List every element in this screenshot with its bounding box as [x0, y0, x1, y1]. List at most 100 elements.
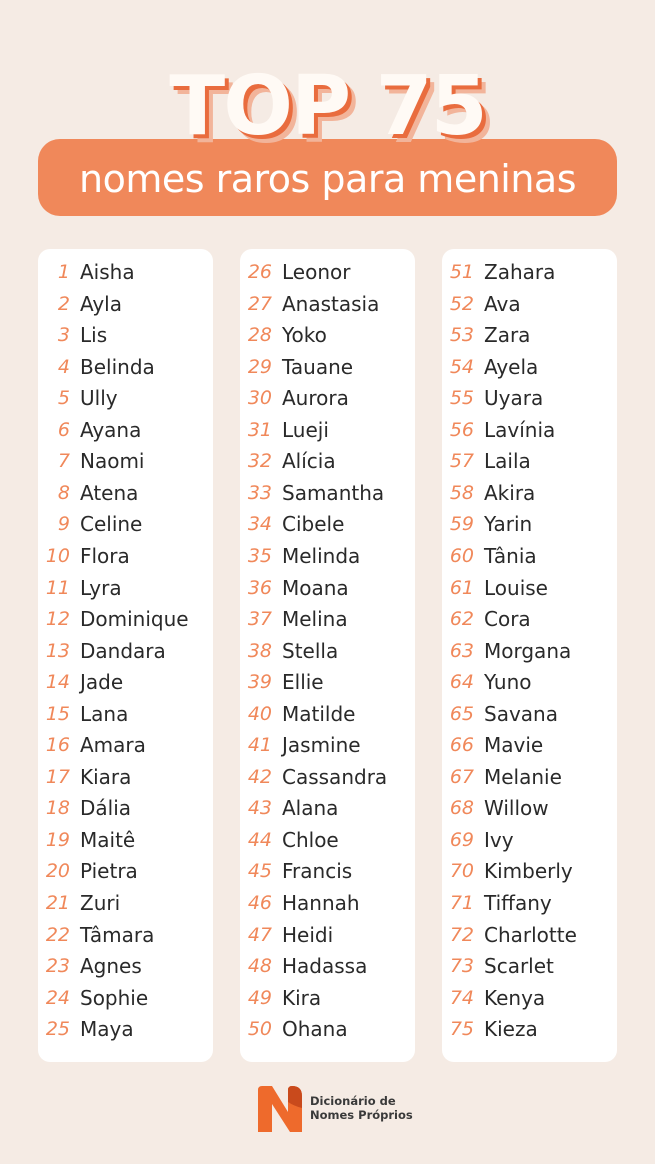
- name-label: Ivy: [484, 827, 514, 852]
- name-label: Dominique: [80, 607, 189, 632]
- list-item: 2 Ayla: [38, 289, 213, 319]
- list-item: 29 Tauane: [240, 352, 415, 382]
- rank-number: 62: [449, 608, 474, 631]
- name-label: Ava: [484, 291, 521, 316]
- list-item: 32 Alícia: [240, 446, 415, 476]
- name-label: Laila: [484, 449, 531, 474]
- rank-number: 26: [247, 261, 272, 283]
- rank-number: 43: [247, 797, 272, 820]
- list-item: 23 Agnes: [38, 951, 213, 981]
- rank-number: 3: [57, 324, 70, 347]
- list-item: 16 Amara: [38, 730, 213, 760]
- rank-number: 25: [45, 1018, 70, 1041]
- name-label: Willow: [484, 796, 549, 821]
- list-item: 8 Atena: [38, 478, 213, 508]
- list-item: 45 Francis: [240, 856, 415, 886]
- name-label: Chloe: [282, 827, 339, 852]
- name-label: Leonor: [282, 260, 351, 284]
- rank-number: 13: [45, 639, 70, 662]
- list-item: 47 Heidi: [240, 920, 415, 950]
- rank-number: 7: [57, 450, 70, 473]
- name-label: Flora: [80, 543, 130, 568]
- name-label: Yarin: [484, 512, 533, 537]
- list-item: 52 Ava: [442, 289, 617, 319]
- name-label: Cassandra: [282, 764, 388, 789]
- rank-number: 1: [57, 261, 70, 283]
- name-label: Dália: [80, 796, 132, 821]
- rank-number: 47: [247, 923, 272, 946]
- rank-number: 19: [45, 828, 70, 851]
- logo-line-2: Nomes Próprios: [310, 1108, 413, 1122]
- name-label: Alana: [282, 796, 339, 821]
- rank-number: 54: [449, 355, 474, 378]
- list-item: 63 Morgana: [442, 636, 617, 666]
- name-label: Morgana: [484, 638, 572, 663]
- name-label: Tauane: [282, 354, 354, 379]
- name-label: Kira: [282, 985, 322, 1010]
- rank-number: 10: [45, 544, 70, 567]
- name-label: Zara: [484, 323, 531, 348]
- list-item: 40 Matilde: [240, 699, 415, 729]
- rank-number: 5: [57, 387, 70, 410]
- rank-number: 61: [449, 576, 474, 599]
- list-item: 66 Mavie: [442, 730, 617, 760]
- rank-number: 68: [449, 797, 474, 820]
- name-label: Alícia: [282, 449, 336, 474]
- list-item: 70 Kimberly: [442, 856, 617, 886]
- name-label: Sophie: [80, 985, 149, 1010]
- rank-number: 4: [57, 355, 70, 378]
- list-item: 55 Uyara: [442, 383, 617, 413]
- name-label: Kimberly: [484, 859, 573, 884]
- rank-number: 37: [247, 608, 272, 631]
- rank-number: 30: [247, 387, 272, 410]
- name-label: Cora: [484, 607, 531, 632]
- list-item: 15 Lana: [38, 699, 213, 729]
- list-item: 21 Zuri: [38, 888, 213, 918]
- list-item: 25 Maya: [38, 1014, 213, 1044]
- list-item: 67 Melanie: [442, 762, 617, 792]
- name-label: Scarlet: [484, 954, 554, 979]
- name-label: Louise: [484, 575, 548, 600]
- name-label: Yuno: [484, 670, 532, 695]
- rank-number: 34: [247, 513, 272, 536]
- rank-number: 73: [449, 955, 474, 978]
- list-item: 28 Yoko: [240, 320, 415, 350]
- rank-number: 28: [247, 324, 272, 347]
- name-label: Lavínia: [484, 417, 556, 442]
- list-item: 54 Ayela: [442, 352, 617, 382]
- names-column-3: 51 Zahara 52 Ava 53 Zara 54 Ayela 55 Uyara 56 Lavín…: [442, 249, 617, 1062]
- list-item: 27 Anastasia: [240, 289, 415, 319]
- list-item: 17 Kiara: [38, 762, 213, 792]
- name-label: Hadassa: [282, 954, 368, 979]
- name-label: Kiara: [80, 764, 132, 789]
- name-label: Zuri: [80, 891, 121, 915]
- list-item: 60 Tânia: [442, 541, 617, 571]
- rank-number: 32: [247, 450, 272, 473]
- name-label: Belinda: [80, 354, 155, 379]
- rank-number: 67: [449, 765, 474, 788]
- list-item: 1 Aisha: [38, 257, 213, 287]
- rank-number: 72: [449, 923, 474, 946]
- list-item: 73 Scarlet: [442, 951, 617, 981]
- name-label: Tiffany: [484, 891, 552, 915]
- name-label: Agnes: [80, 954, 142, 979]
- name-label: Dandara: [80, 638, 166, 663]
- rank-number: 49: [247, 986, 272, 1009]
- rank-number: 17: [45, 765, 70, 788]
- rank-number: 53: [449, 324, 474, 347]
- list-item: 46 Hannah: [240, 888, 415, 918]
- rank-number: 74: [449, 986, 474, 1009]
- list-item: 65 Savana: [442, 699, 617, 729]
- list-item: 42 Cassandra: [240, 762, 415, 792]
- rank-number: 64: [449, 671, 474, 694]
- list-item: 7 Naomi: [38, 446, 213, 476]
- rank-number: 38: [247, 639, 272, 662]
- list-item: 18 Dália: [38, 793, 213, 823]
- name-label: Tâmara: [80, 922, 155, 947]
- name-label: Ohana: [282, 1017, 348, 1042]
- rank-number: 59: [449, 513, 474, 536]
- rank-number: 45: [247, 860, 272, 883]
- list-item: 56 Lavínia: [442, 415, 617, 445]
- list-item: 31 Lueji: [240, 415, 415, 445]
- page-subtitle: nomes raros para meninas: [78, 157, 577, 201]
